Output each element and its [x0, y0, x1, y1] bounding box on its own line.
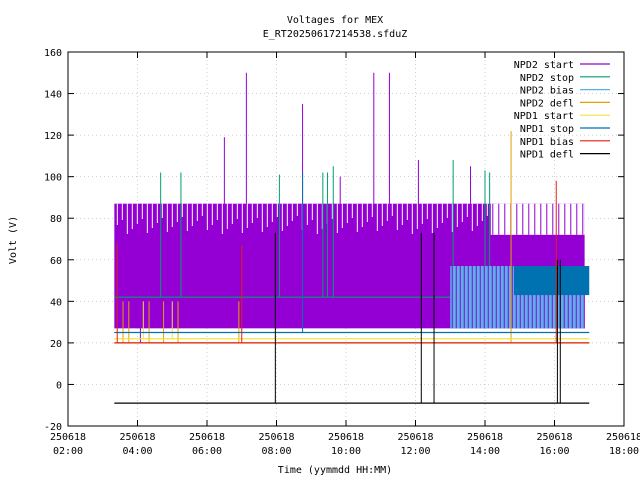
y-tick-label: 120 — [44, 131, 62, 142]
series-npd1-bias — [114, 180, 590, 344]
series-npd1-stop — [114, 172, 590, 334]
legend-label: NPD1 defl — [520, 150, 574, 161]
x-tick-date-label: 250618 — [119, 432, 155, 443]
y-tick-label: 160 — [44, 48, 62, 59]
legend-label: NPD2 bias — [520, 86, 574, 97]
x-tick-time-label: 12:00 — [400, 446, 430, 457]
x-tick-date-label: 250618 — [328, 432, 364, 443]
legend-label: NPD1 start — [514, 111, 574, 122]
x-tick-time-label: 02:00 — [53, 446, 83, 457]
y-tick-label: 60 — [50, 256, 62, 267]
legend-label: NPD1 bias — [520, 137, 574, 148]
x-tick-time-label: 18:00 — [609, 446, 639, 457]
chart-title: Voltages for MEX — [287, 15, 383, 26]
x-tick-time-label: 06:00 — [192, 446, 222, 457]
x-tick-date-label: 250618 — [50, 432, 86, 443]
x-tick-time-label: 14:00 — [470, 446, 500, 457]
y-axis-ticks: -20 0 20 40 60 80 100 120 140 160 — [44, 48, 624, 433]
x-tick-date-label: 250618 — [397, 432, 433, 443]
series-band — [513, 266, 590, 296]
y-tick-label: 80 — [50, 214, 62, 225]
y-tick-label: -20 — [44, 422, 62, 433]
x-tick-date-label: 250618 — [189, 432, 225, 443]
legend-label: NPD2 defl — [520, 98, 574, 109]
x-axis-ticks: 250618 02:00 250618 04:00 250618 06:00 250618 0… — [50, 52, 640, 457]
x-tick-date-label: 250618 — [536, 432, 572, 443]
x-tick-date-label: 250618 — [258, 432, 294, 443]
chart-subtitle: E_RT20250617214538.sfduZ — [263, 29, 408, 40]
legend-label: NPD2 start — [514, 60, 574, 71]
y-tick-label: 0 — [56, 380, 62, 391]
x-tick-time-label: 08:00 — [261, 446, 291, 457]
plot-area — [114, 72, 590, 404]
legend-label: NPD1 stop — [520, 124, 574, 135]
x-tick-time-label: 10:00 — [331, 446, 361, 457]
y-axis-label: Volt (V) — [8, 216, 19, 264]
y-tick-label: 40 — [50, 297, 62, 308]
legend-label: NPD2 stop — [520, 73, 574, 84]
y-tick-label: 100 — [44, 173, 62, 184]
x-tick-time-label: 04:00 — [122, 446, 152, 457]
x-tick-time-label: 16:00 — [539, 446, 569, 457]
x-tick-date-label: 250618 — [606, 432, 640, 443]
series-npd1-defl — [114, 232, 590, 404]
y-tick-label: 20 — [50, 339, 62, 350]
y-tick-label: 140 — [44, 90, 62, 101]
x-axis-label: Time (yymmdd HH:MM) — [278, 465, 392, 476]
band-notch — [490, 203, 585, 235]
x-tick-date-label: 250618 — [467, 432, 503, 443]
